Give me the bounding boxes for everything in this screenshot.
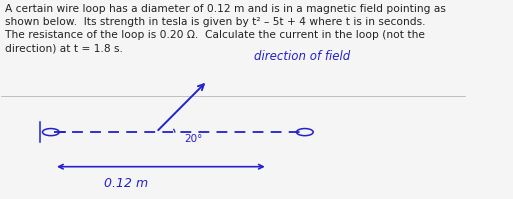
- Text: A certain wire loop has a diameter of 0.12 m and is in a magnetic field pointing: A certain wire loop has a diameter of 0.…: [5, 4, 446, 54]
- Text: direction of field: direction of field: [254, 50, 350, 62]
- Text: 0.12 m: 0.12 m: [104, 177, 148, 190]
- Text: 20°: 20°: [184, 134, 203, 144]
